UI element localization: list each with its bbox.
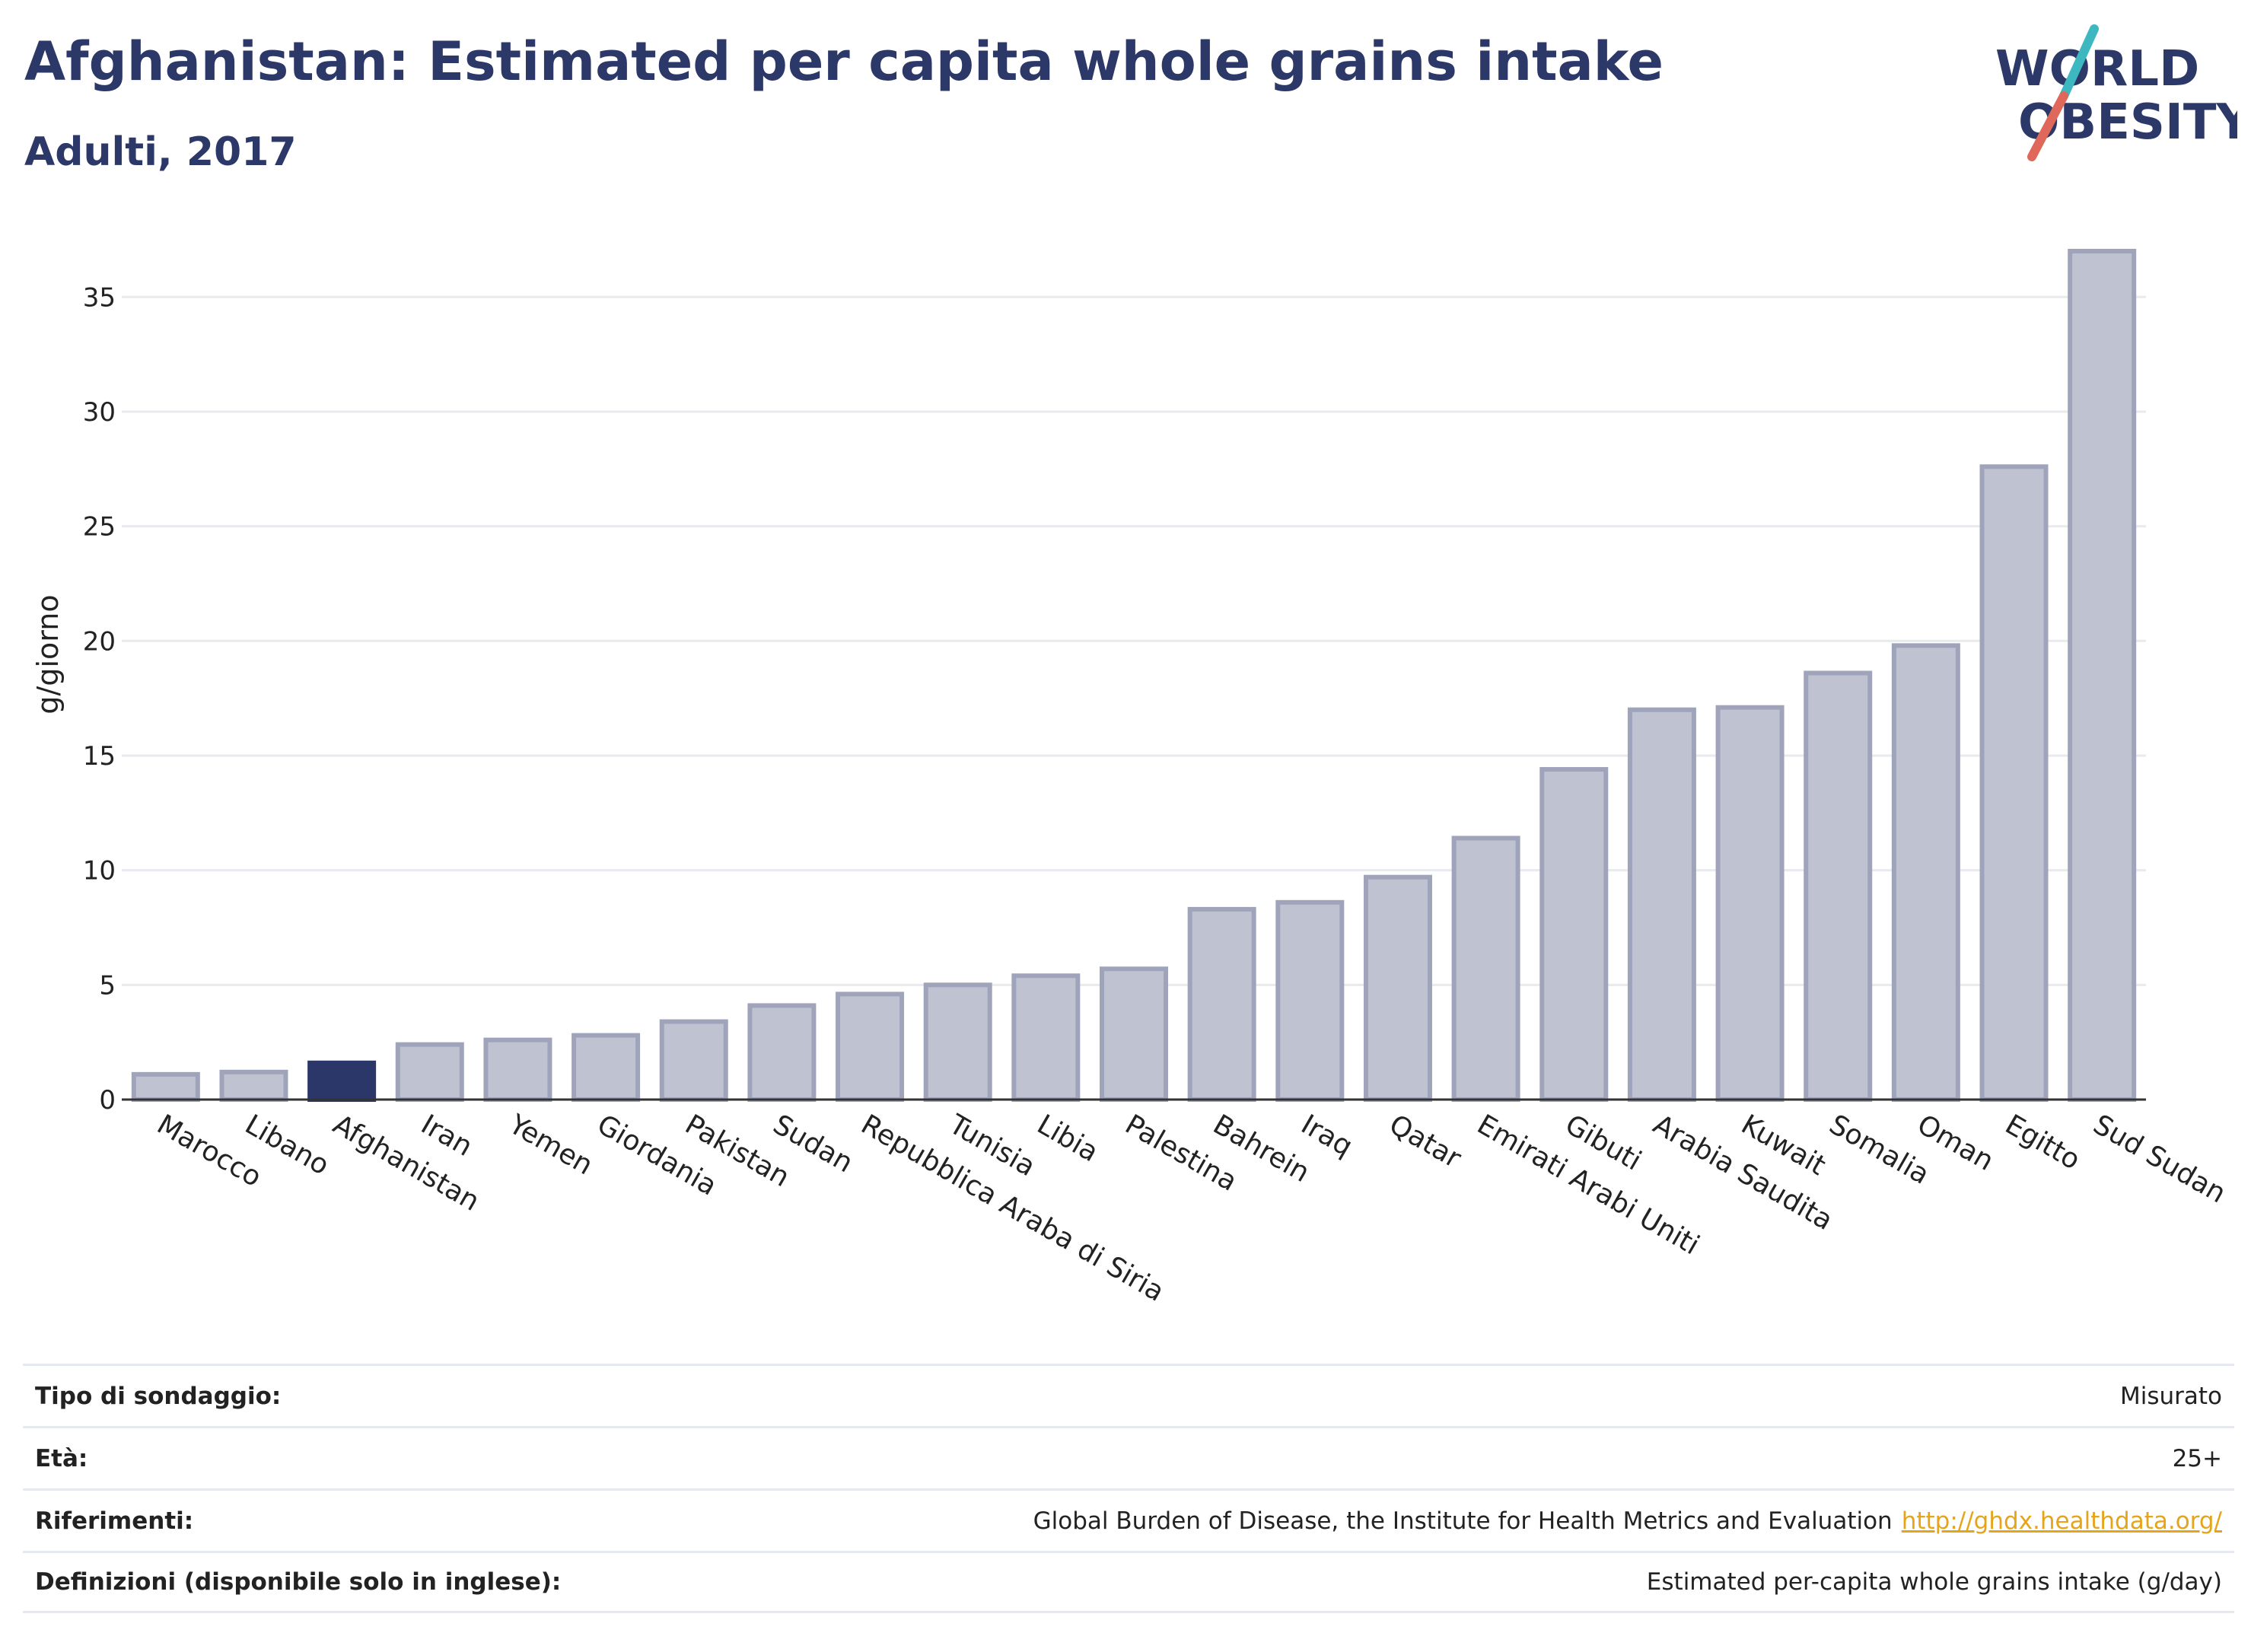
bar-sud-sudan <box>2068 249 2137 1102</box>
info-label: Tipo di sondaggio: <box>35 1382 282 1410</box>
info-value: Global Burden of Disease, the Institute … <box>1033 1507 2222 1535</box>
info-value: Estimated per-capita whole grains intake… <box>1646 1568 2222 1596</box>
bar-kuwait <box>1715 705 1785 1102</box>
chart-subtitle: Adulti, 2017 <box>24 129 297 175</box>
bar-giordania <box>572 1033 641 1102</box>
world-obesity-logo: WORLD OBESITY <box>1995 24 2237 161</box>
info-row-age: Età: 25+ <box>23 1426 2234 1488</box>
info-label: Definizioni (disponibile solo in inglese… <box>35 1568 562 1596</box>
reference-text: Global Burden of Disease, the Institute … <box>1033 1507 1893 1535</box>
x-tick-label: Egitto <box>2000 1109 2085 1176</box>
x-tick-label: Sud Sudan <box>2088 1109 2231 1209</box>
y-tick-label: 5 <box>99 970 116 1001</box>
bar-bahrein <box>1187 906 1256 1103</box>
bar-egitto <box>1979 464 2049 1102</box>
reference-link[interactable]: http://ghdx.healthdata.org/ <box>1901 1507 2222 1535</box>
bar-libano <box>219 1069 288 1103</box>
y-axis-label: g/giorno <box>31 594 65 714</box>
bar-chart: 05101520253035g/giornoMaroccoLibanoAfgha… <box>31 249 2231 1308</box>
info-label: Età: <box>35 1444 88 1472</box>
bar-qatar <box>1363 874 1432 1103</box>
y-tick-label: 30 <box>83 397 116 428</box>
bar-libia <box>1011 973 1081 1102</box>
bar-somalia <box>1804 670 1873 1102</box>
info-table: Tipo di sondaggio: Misurato Età: 25+ Rif… <box>23 1364 2234 1613</box>
info-value: Misurato <box>2119 1382 2222 1410</box>
y-tick-label: 35 <box>83 282 116 313</box>
y-tick-label: 10 <box>83 856 116 886</box>
bar-iraq <box>1275 899 1345 1103</box>
x-tick-label: Yemen <box>503 1109 598 1182</box>
x-tick-label: Qatar <box>1383 1109 1466 1174</box>
bar-afghanistan <box>307 1060 377 1103</box>
info-row-references: Riferimenti: Global Burden of Disease, t… <box>23 1488 2234 1551</box>
y-tick-label: 0 <box>99 1085 116 1116</box>
bar-oman <box>1891 643 1960 1102</box>
logo-slash-teal <box>2059 24 2099 100</box>
bar-repubblica-araba-di-siria <box>836 992 905 1103</box>
bar-arabia-saudita <box>1627 707 1696 1102</box>
x-tick-label: Iraq <box>1296 1109 1358 1163</box>
chart-title: Afghanistan: Estimated per capita whole … <box>24 30 1664 93</box>
y-tick-label: 25 <box>83 512 116 543</box>
bar-tunisia <box>923 982 992 1103</box>
bar-palestina <box>1100 966 1168 1102</box>
bar-pakistan <box>659 1019 728 1102</box>
bar-iran <box>395 1042 464 1102</box>
bar-marocco <box>131 1071 200 1102</box>
bar-sudan <box>747 1003 817 1102</box>
y-tick-label: 15 <box>83 741 116 772</box>
info-row-definitions: Definizioni (disponibile solo in inglese… <box>23 1551 2234 1613</box>
info-label: Riferimenti: <box>35 1507 194 1535</box>
logo-slash-red <box>2027 91 2068 161</box>
y-tick-label: 20 <box>83 626 116 657</box>
bar-emirati-arabi-uniti <box>1451 836 1520 1102</box>
bar-gibuti <box>1539 767 1609 1103</box>
x-tick-label: Somalia <box>1824 1109 1934 1191</box>
x-tick-label: Iran <box>415 1109 477 1163</box>
info-value: 25+ <box>2172 1444 2222 1472</box>
info-row-survey-type: Tipo di sondaggio: Misurato <box>23 1364 2234 1426</box>
bar-yemen <box>483 1037 552 1103</box>
x-tick-label: Libia <box>1032 1109 1103 1168</box>
logo-text-world: WORLD <box>1995 41 2199 97</box>
